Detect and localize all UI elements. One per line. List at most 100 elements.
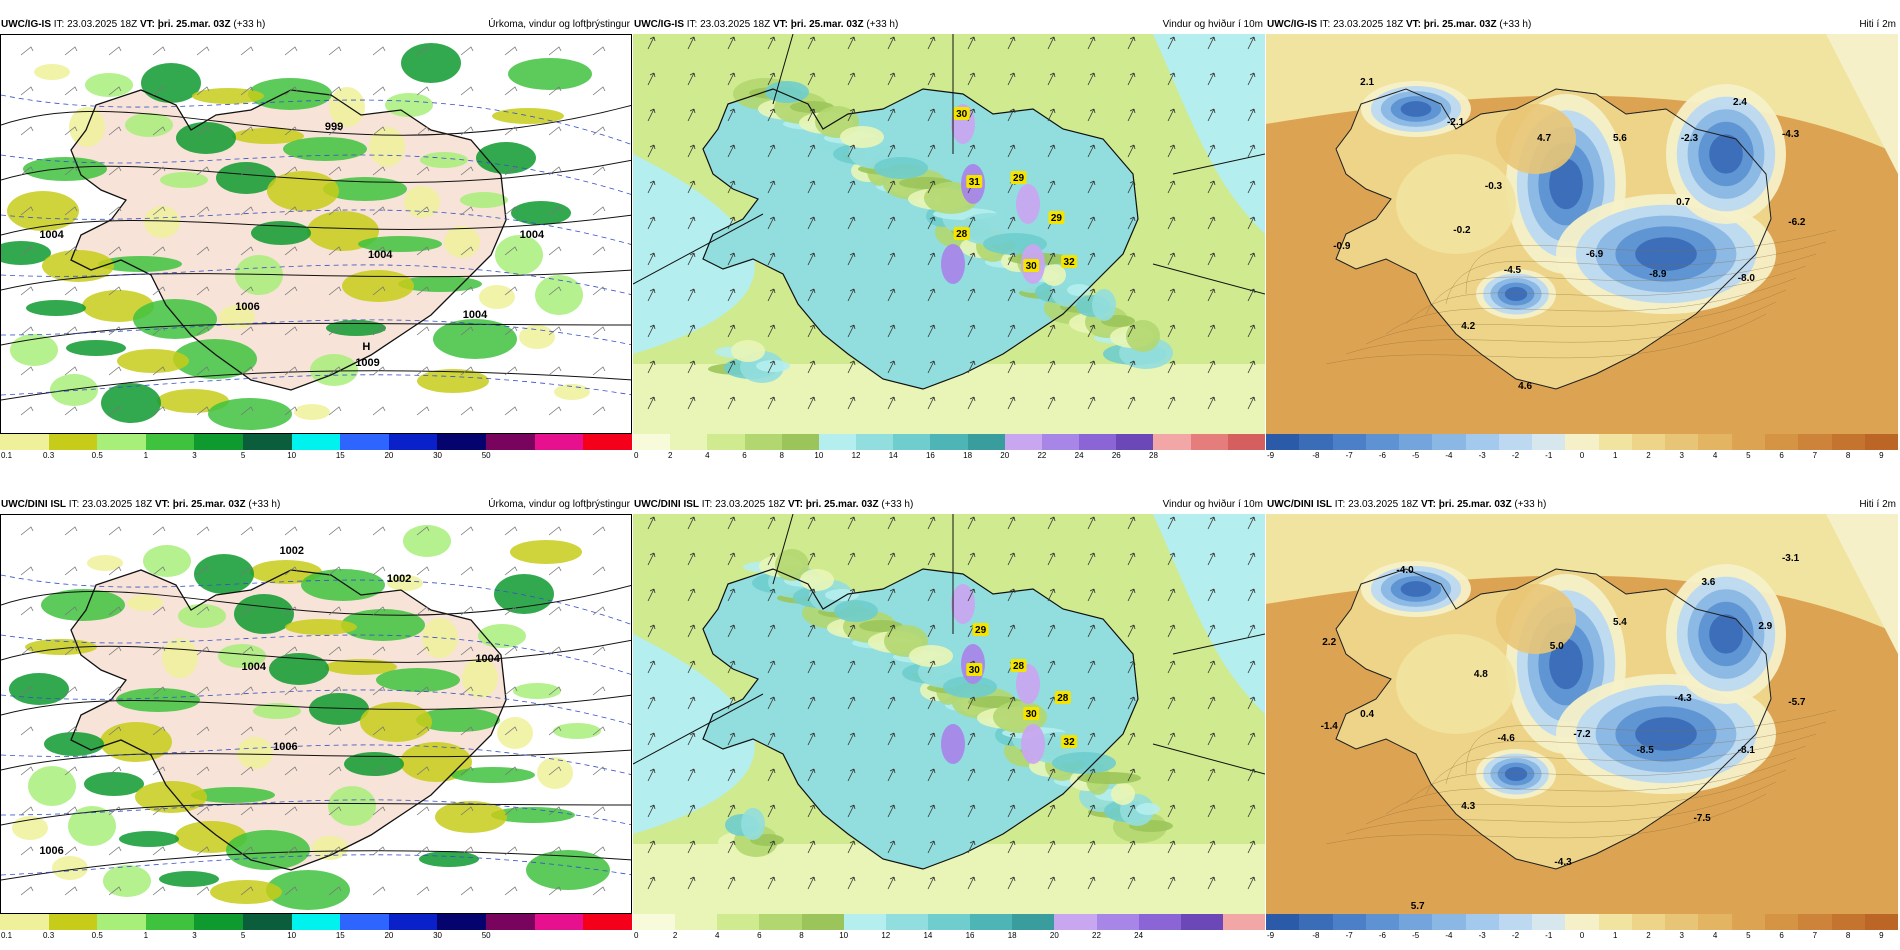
legend-swatch <box>1399 434 1433 450</box>
legend-swatch <box>1180 914 1223 930</box>
legend-tick-label: 0 <box>634 931 639 940</box>
value-label: 1004 <box>463 309 488 321</box>
map-value-text: -0.3 <box>1485 181 1503 192</box>
legend-tick-label: 6 <box>757 931 762 940</box>
legend-tick-label: -8 <box>1312 451 1320 460</box>
model-name: UWC/IG-IS <box>1 19 51 30</box>
map-value-text: 0.7 <box>1676 197 1690 208</box>
lead-time: (+33 h) <box>1514 499 1547 510</box>
lead-time: (+33 h) <box>881 499 914 510</box>
panel-row2-wind: UWC/DINI ISL IT: 23.03.2025 18Z VT: þri.… <box>633 498 1266 940</box>
legend-swatch <box>291 434 341 450</box>
temperature-map: 2.1 -2.1 4.7 5.6 -2.3 2.4 -4.3 -0.3 0.7 -6.2 -0.2 -… <box>1266 34 1898 434</box>
value-label: 0.7 <box>1676 197 1690 208</box>
legend-tick-label: -5 <box>1412 451 1420 460</box>
value-label: 2.2 <box>1322 637 1336 648</box>
value-label: 4.6 <box>1518 381 1532 392</box>
legend-tick-label: 18 <box>963 451 973 460</box>
legend-swatch <box>856 434 894 450</box>
legend-tick-label: 7 <box>1812 451 1818 460</box>
legend-swatch <box>707 434 745 450</box>
map-value-text: 2.9 <box>1758 621 1772 632</box>
legend-tick-label: 5 <box>240 451 246 460</box>
legend-swatch <box>1698 434 1732 450</box>
legend-tick-label: 0.5 <box>91 931 103 940</box>
wind-map: 29 30 28 28 30 32 <box>633 514 1265 914</box>
value-label: 30 <box>1023 707 1040 720</box>
legend-swatch <box>675 914 718 930</box>
legend-swatch <box>1831 914 1865 930</box>
legend-swatch <box>1532 914 1566 930</box>
legend-tick-label: 6 <box>742 451 747 460</box>
map-value-text: 1006 <box>39 845 63 857</box>
it-value: 23.03.2025 18Z <box>82 499 153 510</box>
legend-tick-label: -6 <box>1378 451 1386 460</box>
legend-tick-label: 5 <box>1746 451 1751 460</box>
legend-swatch <box>1266 914 1300 930</box>
map-value-text: 5.7 <box>1411 901 1425 912</box>
legend-swatch <box>930 434 968 450</box>
map-value-text: 3.6 <box>1701 577 1715 588</box>
legend-tick-label: -6 <box>1378 931 1386 940</box>
map-value-text: 31 <box>969 177 981 188</box>
map-value-text: 2.4 <box>1733 97 1747 108</box>
value-label: -2.3 <box>1681 133 1699 144</box>
map-value-text: 30 <box>1026 709 1038 720</box>
legend-swatch <box>243 914 292 930</box>
legend-ticks: -9 -8 -7 -6 -5 -4 -3 -2 -1 0 1 2 3 4 5 6 7 8 9 <box>1266 450 1898 462</box>
map-value-text: 4.3 <box>1461 801 1475 812</box>
legend-swatch <box>388 914 438 930</box>
legend-swatch <box>1227 434 1265 450</box>
legend-tick-label: 0.1 <box>1 931 13 940</box>
value-label: 30 <box>966 663 983 676</box>
map-value-text: -7.2 <box>1573 729 1591 740</box>
panel-header: UWC/IG-IS IT: 23.03.2025 18Z VT: þri. 25… <box>0 18 632 32</box>
it-label: IT: <box>1334 499 1346 510</box>
legend-tick-label: 8 <box>1845 931 1851 940</box>
value-label: 1006 <box>235 301 259 313</box>
legend-tick-label: -3 <box>1478 451 1486 460</box>
lead-time: (+33 h) <box>248 499 281 510</box>
legend-swatch <box>1698 914 1732 930</box>
map-value-text: 28 <box>956 229 968 240</box>
lead-time: (+33 h) <box>233 19 266 30</box>
panel-title: Vindur og hviður í 10m <box>1162 499 1263 510</box>
value-label: 2.9 <box>1758 621 1772 632</box>
map-value-text: 28 <box>1057 693 1069 704</box>
legend-tick-label: 16 <box>925 451 935 460</box>
legend-tick-label: 16 <box>965 931 975 940</box>
legend-tick-label: -9 <box>1267 451 1275 460</box>
legend-swatch <box>1432 914 1466 930</box>
legend-tick-label: 6 <box>1779 451 1784 460</box>
legend-swatch <box>1432 434 1466 450</box>
value-label: 4.7 <box>1537 133 1551 144</box>
legend-tick-label: 18 <box>1007 931 1017 940</box>
value-label: 2.4 <box>1733 97 1747 108</box>
legend-tick-label: 0 <box>1579 931 1585 940</box>
legend-tick-label: 1 <box>143 451 149 460</box>
legend-colorbar <box>0 914 632 930</box>
vt-label: VT: <box>139 19 155 30</box>
legend-tick-label: 14 <box>923 931 933 940</box>
legend-colorbar <box>1266 434 1899 450</box>
it-value: 23.03.2025 18Z <box>1333 19 1404 30</box>
legend-tick-label: -1 <box>1545 451 1553 460</box>
model-name: UWC/DINI ISL <box>634 499 699 510</box>
legend-swatch <box>340 434 389 450</box>
legend-swatch <box>486 434 535 450</box>
legend-tick-label: -4 <box>1445 451 1453 460</box>
panel-title: Úrkoma, vindur og loftþrýstingur <box>488 19 630 30</box>
value-label: -4.3 <box>1554 857 1572 868</box>
legend-swatch <box>927 914 971 930</box>
value-label: -4.6 <box>1498 733 1516 744</box>
legend-swatch <box>1299 914 1333 930</box>
it-label: IT: <box>1319 19 1331 30</box>
legend-tick-label: 14 <box>888 451 898 460</box>
value-label: -6.9 <box>1586 249 1604 260</box>
value-label: -1.4 <box>1321 721 1339 732</box>
legend-tick-label: 0 <box>634 451 639 460</box>
value-label: 32 <box>1061 255 1078 268</box>
it-label: IT: <box>68 499 80 510</box>
vt-value: þri. 25.mar. 03Z <box>1438 499 1512 510</box>
legend-tick-label: 0.1 <box>1 451 13 460</box>
